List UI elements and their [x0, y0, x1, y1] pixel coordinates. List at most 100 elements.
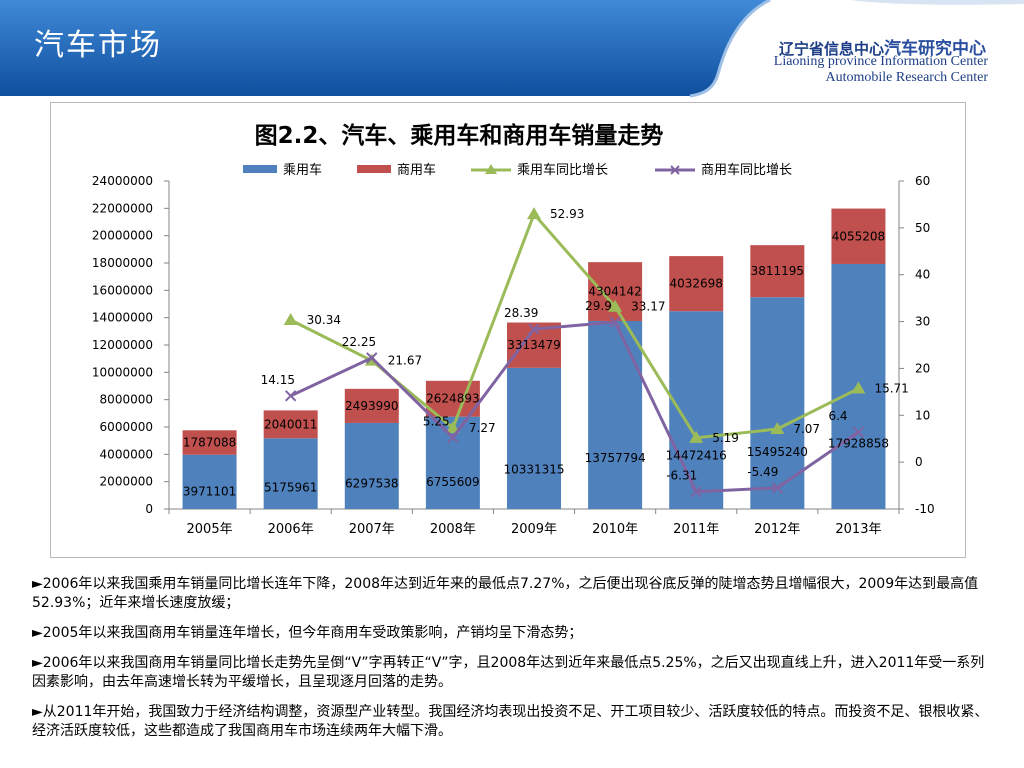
passenger-growth-marker — [770, 422, 785, 435]
org-name-en-1: Liaoning province Information Center — [773, 54, 988, 69]
y-tick-label: 16000000 — [92, 283, 153, 297]
analysis-notes: ►2006年以来我国乘用车销量同比增长连年下降，2008年达到近年来的最低点7.… — [32, 575, 992, 752]
y-tick-label: 2000000 — [100, 475, 153, 489]
data-label-commercial: 2624893 — [426, 392, 479, 406]
y2-tick-label: 20 — [915, 361, 930, 375]
y-tick-label: 6000000 — [100, 420, 153, 434]
data-label-commercial: 4304142 — [588, 285, 641, 299]
y-tick-label: 22000000 — [92, 201, 153, 215]
commercial-growth-label: 22.25 — [342, 335, 376, 349]
y-tick-label: 0 — [145, 502, 153, 516]
x-tick-label: 2010年 — [592, 522, 638, 537]
chart-lines — [283, 207, 866, 498]
y-tick-label: 14000000 — [92, 311, 153, 325]
legend-marker — [485, 164, 497, 174]
x-tick-label: 2011年 — [673, 522, 719, 537]
passenger-growth-label: 33.17 — [631, 300, 665, 314]
commercial-growth-marker — [771, 482, 784, 494]
passenger-growth-label: 52.93 — [550, 207, 584, 221]
bar-commercial — [263, 410, 318, 439]
chart-axes: 0 2000000 4000000 6000000 8000000 10000000 120… — [92, 174, 935, 537]
data-label-passenger: 3971101 — [183, 484, 236, 498]
legend-label: 乘用车同比增长 — [517, 162, 608, 178]
data-label-passenger: 17928858 — [828, 437, 889, 451]
org-name-en-2: Automobile Research Center — [825, 70, 988, 85]
y2-tick-label: 10 — [915, 408, 930, 422]
x-tick-label: 2009年 — [511, 522, 557, 537]
commercial-growth-label: 28.39 — [504, 306, 538, 320]
data-label-passenger: 6755609 — [426, 475, 479, 489]
passenger-growth-marker — [851, 381, 866, 394]
y2-tick-label: 30 — [915, 315, 930, 329]
y2-tick-label: 50 — [915, 221, 930, 235]
commercial-growth-marker — [609, 316, 621, 328]
data-label-commercial: 4032698 — [669, 277, 722, 291]
sales-trend-chart: 图2.2、汽车、乘用车和商用车销量走势 乘用车 商用车 乘用车同比增长 商用车同比增长… — [92, 122, 935, 537]
data-label-passenger: 5175961 — [264, 480, 317, 494]
passenger-growth-marker — [445, 421, 460, 434]
x-tick-label: 2008年 — [430, 522, 476, 537]
legend-label: 商用车同比增长 — [701, 162, 792, 178]
bar-passenger — [182, 454, 237, 509]
x-tick-label: 2007年 — [349, 522, 395, 537]
data-label-commercial: 1787088 — [183, 436, 236, 450]
commercial-growth-marker — [852, 426, 865, 438]
passenger-growth-label: 7.27 — [469, 421, 496, 435]
legend-swatch — [357, 165, 391, 173]
data-label-commercial: 4055208 — [832, 229, 885, 243]
commercial-growth-label: 5.25 — [423, 415, 450, 429]
passenger-growth-marker — [283, 312, 298, 325]
header-background — [0, 0, 1024, 98]
passenger-growth-label: 7.07 — [793, 422, 820, 436]
chart-data-labels: 3971101 1787088 5175961 2040011 6297538 24939… — [183, 207, 909, 498]
note-paragraph: ►从2011年开始，我国致力于经济结构调整，资源型产业转型。我国经济均表现出投资… — [32, 704, 989, 739]
commercial-growth-label: 29.9 — [585, 299, 612, 313]
x-tick-label: 2006年 — [268, 522, 314, 537]
chart-title: 图2.2、汽车、乘用车和商用车销量走势 — [255, 122, 664, 149]
passenger-growth-marker — [527, 207, 541, 220]
data-label-commercial: 3811195 — [751, 264, 804, 278]
passenger-growth-label: 5.19 — [712, 431, 739, 445]
header-banner: 汽车市场 辽宁省信息中心汽车研究中心 Liaoning province Inf… — [0, 0, 1024, 98]
data-label-passenger: 14472416 — [666, 449, 727, 463]
commercial-growth-label: 6.4 — [828, 409, 847, 423]
commercial-growth-marker — [447, 431, 459, 444]
data-label-commercial: 3313479 — [507, 338, 560, 352]
bar-commercial — [344, 388, 399, 423]
bar-commercial — [831, 208, 886, 264]
passenger-growth-marker — [608, 299, 623, 312]
commercial-growth-label: 14.15 — [261, 373, 295, 387]
data-label-commercial: 2040011 — [264, 417, 317, 431]
y-tick-label: 12000000 — [92, 338, 153, 352]
bar-commercial — [669, 256, 724, 312]
legend-label: 乘用车 — [283, 162, 322, 178]
y-tick-label: 18000000 — [92, 256, 153, 270]
org-name-cn: 辽宁省信息中心汽车研究中心 — [779, 34, 986, 59]
bar-passenger — [344, 422, 399, 509]
y-tick-label: 20000000 — [92, 229, 153, 243]
x-tick-label: 2005年 — [187, 522, 233, 537]
y-tick-label: 8000000 — [100, 393, 153, 407]
bar-passenger — [263, 438, 318, 509]
y2-tick-label: 40 — [915, 268, 930, 282]
x-tick-label: 2012年 — [754, 522, 800, 537]
bar-passenger — [588, 320, 643, 509]
bar-commercial — [750, 245, 805, 298]
data-label-commercial: 2493990 — [345, 399, 398, 413]
legend-label: 商用车 — [397, 162, 436, 178]
data-label-passenger: 13757794 — [585, 451, 646, 465]
passenger-growth-label: 30.34 — [307, 313, 341, 327]
note-paragraph: ►2005年以来我国商用车销量连年增长，但今年商用车受政策影响，产销均呈下滑态势… — [32, 625, 583, 641]
y-tick-label: 4000000 — [100, 447, 153, 461]
slide-title: 汽车市场 — [34, 28, 162, 63]
y-tick-label: 10000000 — [92, 365, 153, 379]
passenger-growth-label: 15.71 — [874, 382, 908, 396]
bar-commercial — [182, 430, 237, 455]
y2-tick-label: 0 — [915, 455, 923, 469]
passenger-growth-marker — [689, 430, 704, 443]
org-name-cn-prefix: 辽宁省信息中心 — [778, 40, 884, 58]
note-paragraph: ►2006年以来我国乘用车销量同比增长连年下降，2008年达到近年来的最低点7.… — [32, 576, 979, 611]
commercial-growth-label: -5.49 — [747, 465, 778, 479]
y2-tick-label: 60 — [915, 174, 930, 188]
org-name-cn-accent: 汽车研究中心 — [884, 39, 986, 59]
